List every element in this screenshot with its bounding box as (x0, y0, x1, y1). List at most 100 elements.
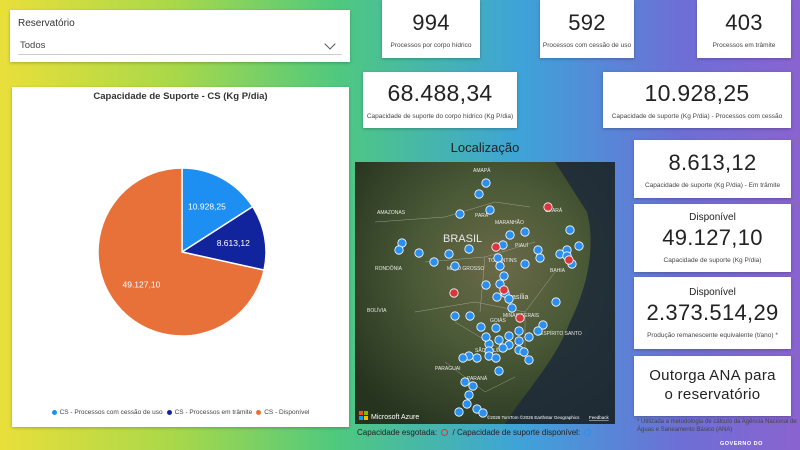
map-marker-available[interactable] (414, 248, 424, 258)
map-marker-available[interactable] (494, 335, 504, 345)
map-marker-available[interactable] (476, 322, 486, 332)
kpi-value: 10.928,25 (644, 80, 750, 106)
map-marker-available[interactable] (481, 280, 491, 290)
map-marker-available[interactable] (429, 257, 439, 267)
kpi-capacidade-corpo-hidrico: 68.488,34 Capacidade de suporte do corpo… (363, 72, 517, 128)
map-marker-available[interactable] (520, 259, 530, 269)
map-marker-available[interactable] (472, 353, 482, 363)
map-label: BRASIL (443, 233, 482, 245)
legend-item-0[interactable]: CS - Processos com cessão de uso (51, 409, 163, 416)
map-marker-available[interactable] (491, 323, 501, 333)
map-marker-available[interactable] (454, 407, 464, 417)
map-marker-exhausted[interactable] (449, 288, 459, 298)
map-marker-available[interactable] (493, 253, 503, 263)
kpi-value: 994 (412, 9, 450, 35)
pie-data-label-2: 49.127,10 (122, 280, 160, 290)
map-marker-available[interactable] (478, 408, 488, 418)
map-marker-available[interactable] (465, 311, 475, 321)
outorga-text: Outorga ANA para o reservatório (649, 367, 776, 403)
map-marker-available[interactable] (494, 366, 504, 376)
map-marker-available[interactable] (498, 343, 508, 353)
map-marker-available[interactable] (520, 227, 530, 237)
map-marker-available[interactable] (533, 326, 543, 336)
map-canvas[interactable]: AMAPÁ BRASIL AMAZONAS PARÁ MARANHÃO CEARÁ PIAU… (355, 162, 615, 424)
map-marker-available[interactable] (535, 253, 545, 263)
kpi-value: 8.613,12 (668, 149, 757, 175)
location-map[interactable]: AMAPÁ BRASIL AMAZONAS PARÁ MARANHÃO CEARÁ PIAU… (355, 162, 615, 424)
map-marker-available[interactable] (464, 244, 474, 254)
kpi-value: 2.373.514,29 (646, 300, 779, 325)
chevron-down-icon[interactable] (324, 37, 336, 50)
map-marker-available[interactable] (504, 331, 514, 341)
map-label: PARÁ (475, 212, 489, 219)
kpi-disponivel-producao: Disponível 2.373.514,29 Produção remanes… (634, 277, 791, 349)
map-marker-available[interactable] (485, 205, 495, 215)
map-marker-available[interactable] (551, 297, 561, 307)
map-marker-available[interactable] (455, 209, 465, 219)
map-marker-available[interactable] (468, 381, 478, 391)
map-marker-exhausted[interactable] (543, 202, 553, 212)
map-feedback-link[interactable]: Feedback (589, 415, 610, 420)
pie-data-label-1: 8.613,12 (217, 238, 250, 248)
legend-item-1[interactable]: CS - Processos em trâmite (166, 409, 252, 416)
legend-item-2[interactable]: CS - Disponível (256, 409, 309, 416)
map-marker-available[interactable] (524, 355, 534, 365)
map-marker-available[interactable] (458, 353, 468, 363)
map-label: RONDÔNIA (375, 265, 403, 272)
pie-slice-0[interactable] (181, 167, 254, 254)
map-label: PARAGUAI (435, 366, 460, 372)
map-marker-available[interactable] (481, 332, 491, 342)
map-marker-exhausted[interactable] (564, 255, 574, 265)
map-marker-available[interactable] (533, 245, 543, 255)
map-marker-available[interactable] (450, 261, 460, 271)
footnote: * Utilizada a metodologia de cálculo da … (637, 419, 797, 434)
map-marker-available[interactable] (491, 353, 501, 363)
map-marker-available[interactable] (460, 377, 470, 387)
map-marker-available[interactable] (444, 249, 454, 259)
map-marker-available[interactable] (499, 271, 509, 281)
map-marker-available[interactable] (514, 336, 524, 346)
map-marker-available[interactable] (505, 230, 515, 240)
map-label: CEARÁ (545, 207, 563, 214)
map-marker-available[interactable] (565, 225, 575, 235)
kpi-heading: Disponível (689, 212, 736, 223)
chart-legend: CS - Processos com cessão de uso CS - Pro… (12, 409, 349, 417)
pie-slice-1[interactable] (180, 205, 267, 271)
map-marker-available[interactable] (507, 303, 517, 313)
map-marker-available[interactable] (394, 245, 404, 255)
map-marker-available[interactable] (481, 178, 491, 188)
map-label: GOIÁS (490, 317, 507, 324)
map-marker-available[interactable] (504, 294, 514, 304)
map-label: PIAUÍ (515, 242, 529, 249)
kpi-label: Processos em trâmite (712, 41, 776, 49)
kpi-processos-tramite: 403 Processos em trâmite (697, 0, 791, 58)
caption-esgotada: Capacidade esgotada: (357, 428, 438, 437)
map-marker-available[interactable] (519, 347, 529, 357)
kpi-label: Produção remanescente equivalente (t/ano… (647, 332, 778, 339)
kpi-value: 403 (725, 9, 763, 35)
red-circle-icon (441, 429, 449, 437)
map-marker-available[interactable] (464, 390, 474, 400)
pie-chart: 10.928,25 8.613,12 49.127,10 (97, 167, 267, 337)
map-marker-available[interactable] (514, 326, 524, 336)
outorga-ana-button[interactable]: Outorga ANA para o reservatório (634, 356, 791, 416)
map-marker-available[interactable] (524, 332, 534, 342)
map-marker-available[interactable] (574, 241, 584, 251)
kpi-label: Processos por corpo hídrico (390, 41, 472, 49)
reservatorio-dropdown[interactable]: Todos (18, 37, 342, 55)
map-label: BAHIA (550, 268, 566, 274)
map-marker-available[interactable] (462, 399, 472, 409)
map-marker-exhausted[interactable] (499, 285, 509, 295)
legend-label: CS - Disponível (264, 409, 310, 416)
map-marker-exhausted[interactable] (491, 242, 501, 252)
legend-dot-icon (51, 410, 57, 415)
map-marker-exhausted[interactable] (515, 313, 525, 323)
map-marker-available[interactable] (492, 292, 502, 302)
map-marker-available[interactable] (495, 261, 505, 271)
map-marker-available[interactable] (538, 320, 548, 330)
map-label: Brasília (505, 294, 528, 301)
map-marker-available[interactable] (474, 189, 484, 199)
pie-slice-2[interactable] (97, 167, 265, 337)
map-marker-available[interactable] (450, 311, 460, 321)
kpi-processos-cessao: 592 Processos com cessão de uso (540, 0, 634, 58)
